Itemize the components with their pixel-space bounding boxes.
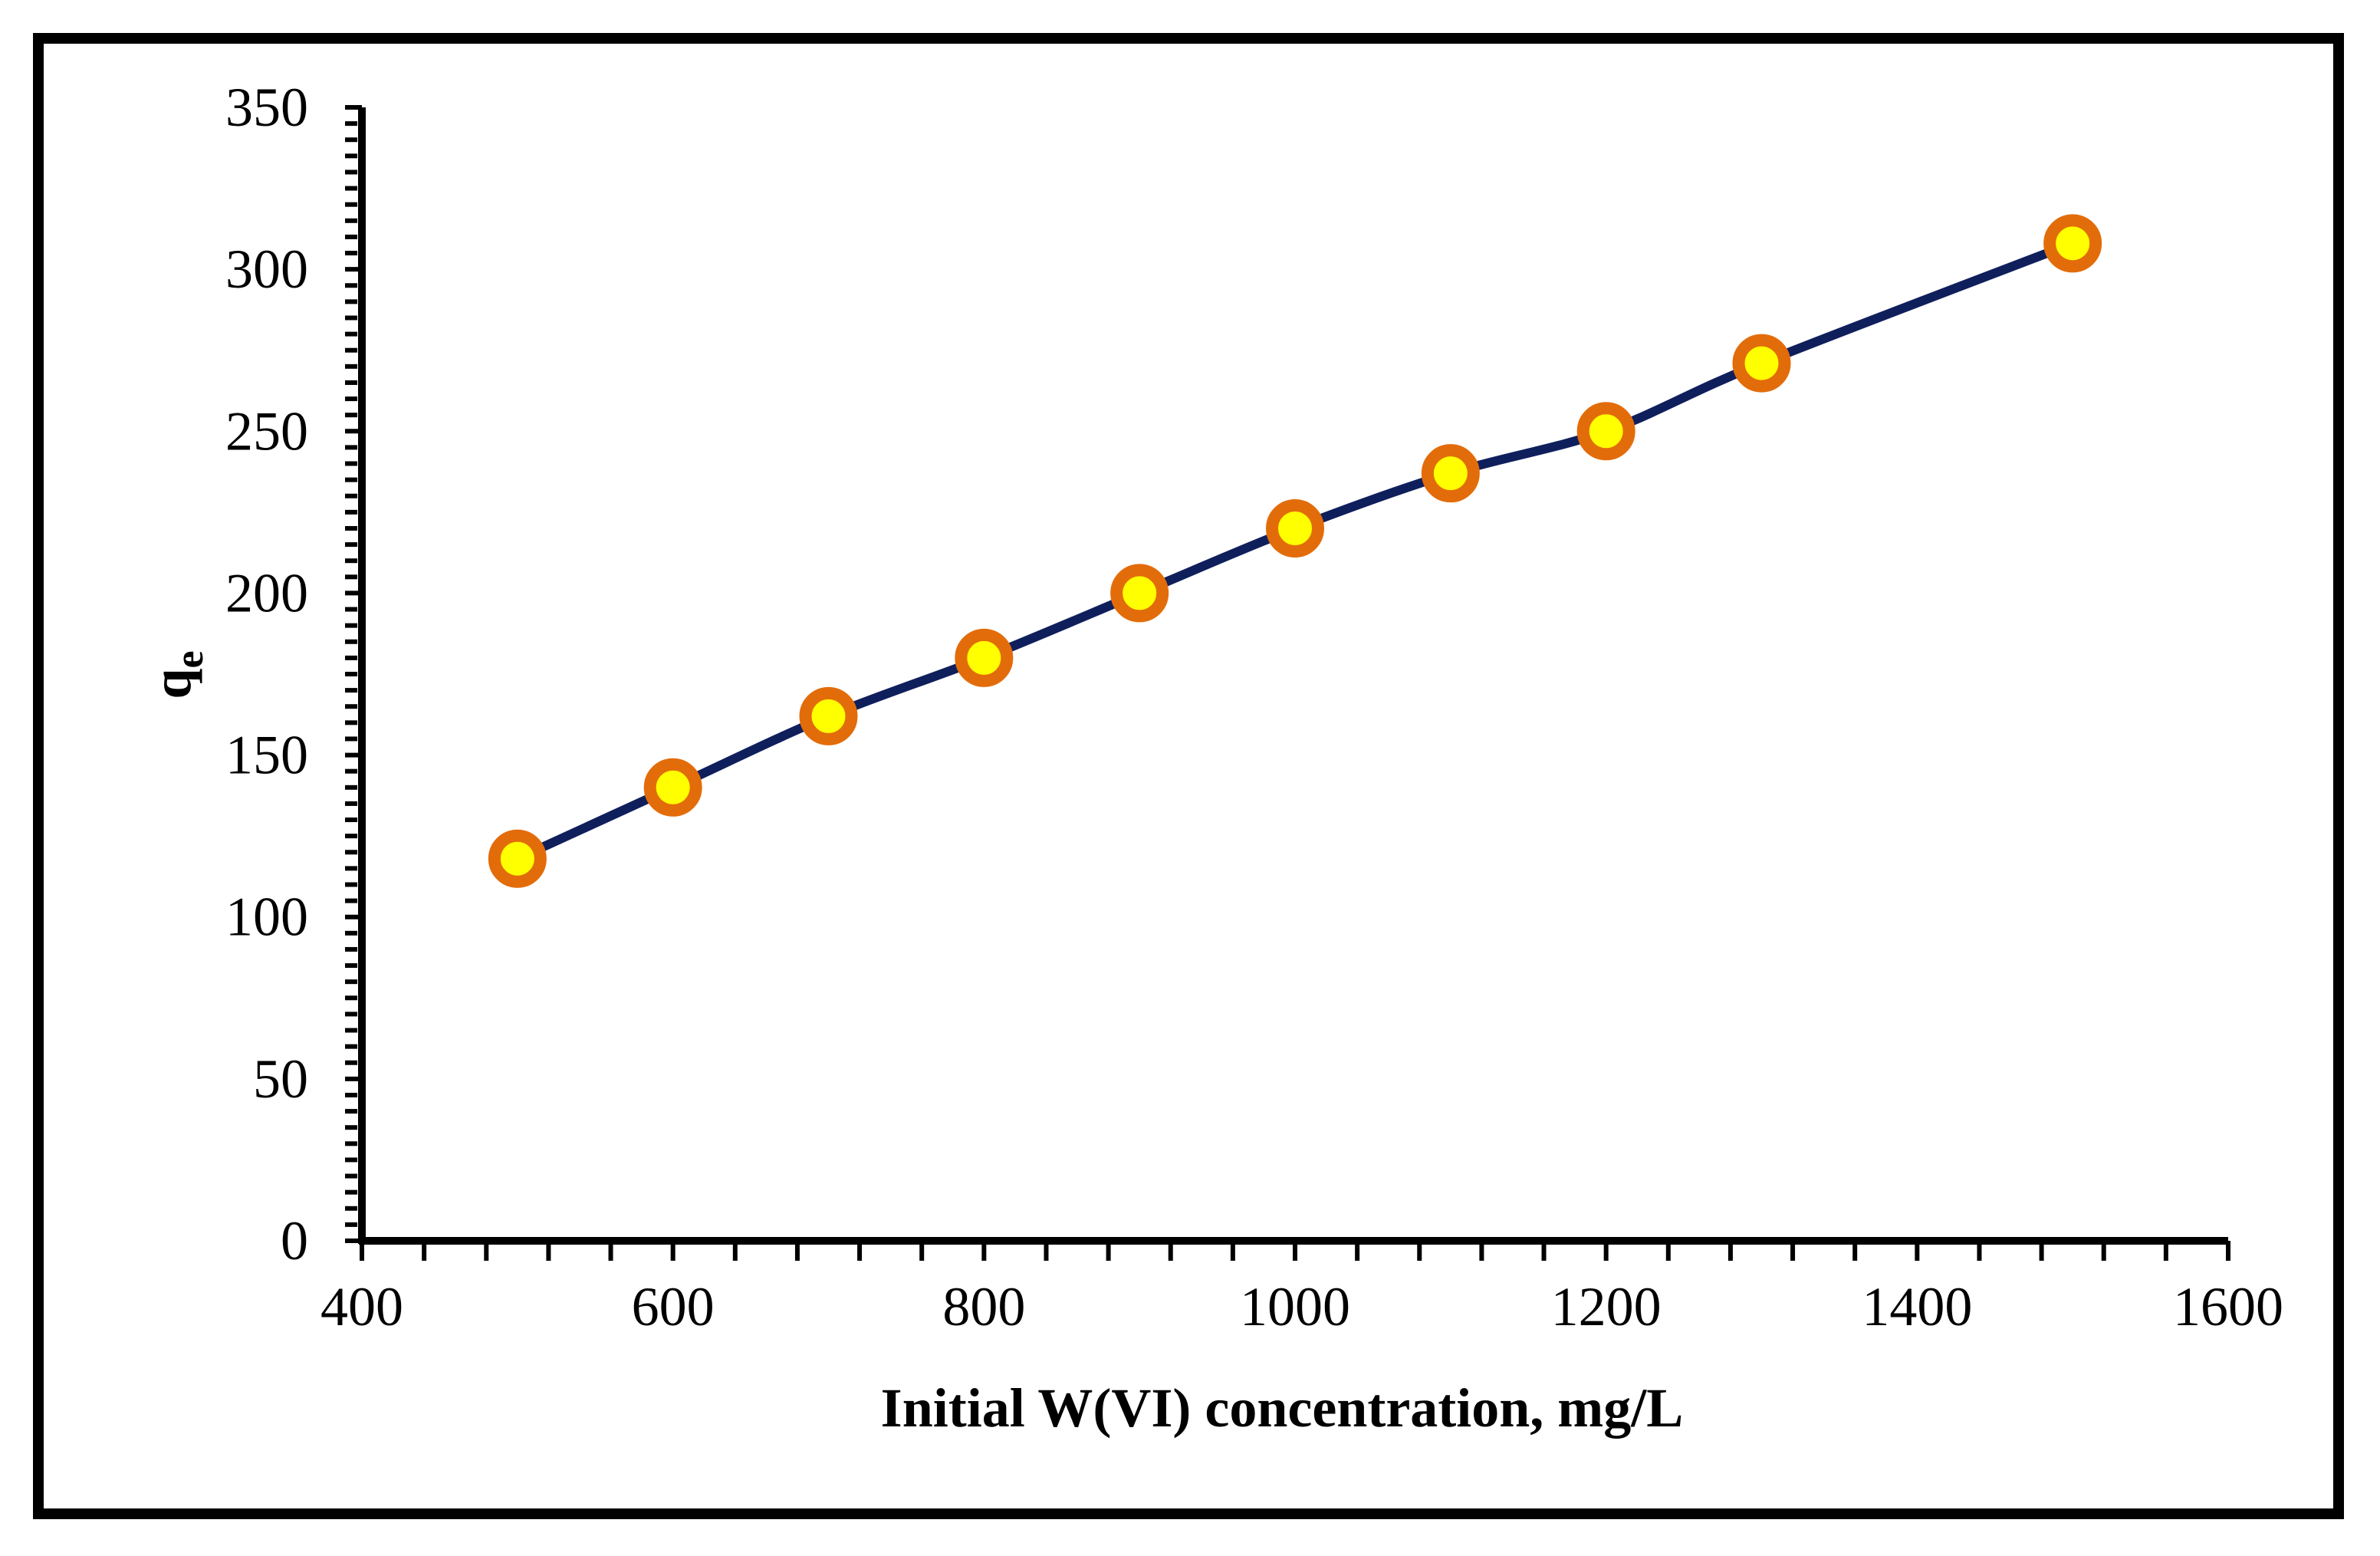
x-tick-label: 1000 bbox=[1240, 1276, 1350, 1337]
data-point-500 bbox=[488, 829, 547, 888]
data-markers bbox=[488, 214, 2102, 888]
data-point-1500 bbox=[2043, 214, 2102, 273]
y-tick-label: 300 bbox=[225, 238, 308, 300]
x-tick-label: 800 bbox=[942, 1276, 1025, 1337]
x-axis-title: Initial W(VI) concentration, mg/L bbox=[881, 1377, 1684, 1439]
y-axis-title-sub: e bbox=[168, 650, 212, 668]
x-tick-label: 1600 bbox=[2173, 1276, 2283, 1337]
x-tick-label: 1400 bbox=[1862, 1276, 1972, 1337]
data-point-1200 bbox=[1576, 402, 1635, 461]
data-point-700 bbox=[799, 686, 858, 745]
y-tick-label: 250 bbox=[225, 400, 308, 462]
data-point-900 bbox=[1110, 564, 1169, 623]
y-axis-title-main: q bbox=[141, 669, 202, 699]
y-tick-label: 100 bbox=[225, 887, 308, 948]
data-point-1100 bbox=[1421, 444, 1480, 503]
y-tick-label: 150 bbox=[225, 725, 308, 786]
x-tick-label: 400 bbox=[321, 1276, 403, 1337]
y-axis-title: qe bbox=[141, 650, 212, 699]
axes: 0 50 100 150 200 250 300 350 400 600 800 1000 1200 14… bbox=[225, 77, 2283, 1337]
y-tick-label: 50 bbox=[253, 1048, 308, 1110]
y-tick-label: 200 bbox=[225, 562, 308, 623]
data-point-1300 bbox=[1732, 334, 1791, 393]
series-line-qe bbox=[512, 238, 2078, 864]
data-point-600 bbox=[643, 758, 702, 817]
x-tick-label: 1200 bbox=[1551, 1276, 1662, 1337]
data-point-800 bbox=[955, 628, 1014, 687]
y-tick-label: 350 bbox=[225, 77, 308, 138]
data-point-1000 bbox=[1266, 498, 1324, 558]
x-tick-label: 600 bbox=[632, 1276, 715, 1337]
series-qe bbox=[512, 238, 2078, 864]
y-tick-label: 0 bbox=[281, 1210, 308, 1271]
